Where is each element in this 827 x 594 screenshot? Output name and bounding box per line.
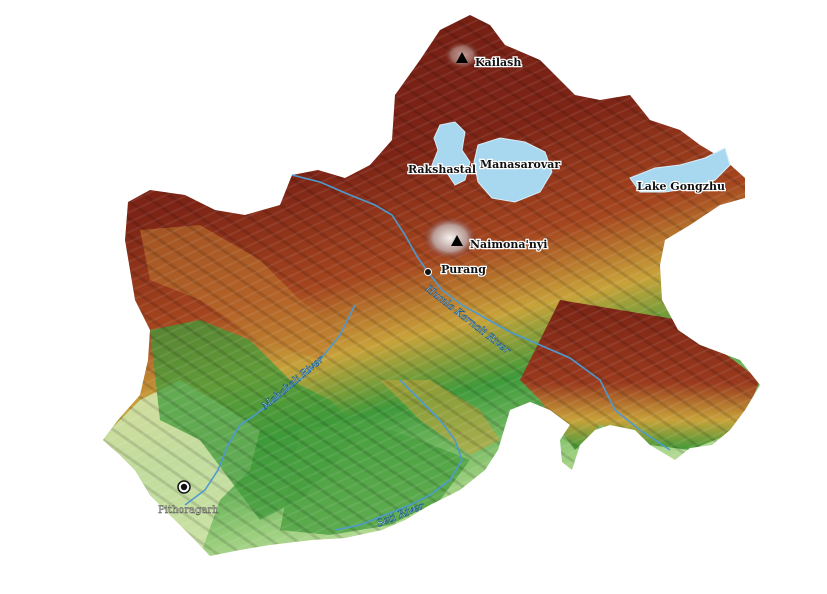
peak-label-kailash: Kailash xyxy=(475,56,521,69)
triangle-peak-icon xyxy=(451,235,463,246)
town-dot-icon xyxy=(424,268,432,276)
lake-manasarovar-shape xyxy=(473,137,553,203)
river-seti-line xyxy=(334,379,463,531)
river-mahakali-line xyxy=(184,304,356,506)
lakes xyxy=(431,121,731,203)
rivers xyxy=(184,174,671,531)
town-pithoragarh[interactable]: Pithoragarh xyxy=(158,480,220,516)
lake-label-rakshastal[interactable]: Rakshastal xyxy=(407,162,478,178)
lake-label-manasarovar[interactable]: Manasarovar xyxy=(479,157,562,173)
town-purang[interactable]: Purang xyxy=(424,262,487,277)
town-label-pithoragarh: Pithoragarh xyxy=(158,505,219,516)
peak-naimonanyi[interactable]: Naimona'nyi xyxy=(451,235,549,252)
lake-label-gongzhu[interactable]: Lake Gongzhu xyxy=(636,179,726,195)
triangle-peak-icon xyxy=(456,52,468,63)
town-label-purang: Purang xyxy=(441,263,486,276)
peak-kailash[interactable]: Kailash xyxy=(456,52,523,70)
town-circle-center xyxy=(180,483,188,491)
lake-gongzhu-shape xyxy=(629,147,731,193)
lake-rakshastal-shape xyxy=(431,121,471,186)
peak-label-naimonanyi: Naimona'nyi xyxy=(470,238,547,251)
river-karnali-line xyxy=(291,174,671,451)
